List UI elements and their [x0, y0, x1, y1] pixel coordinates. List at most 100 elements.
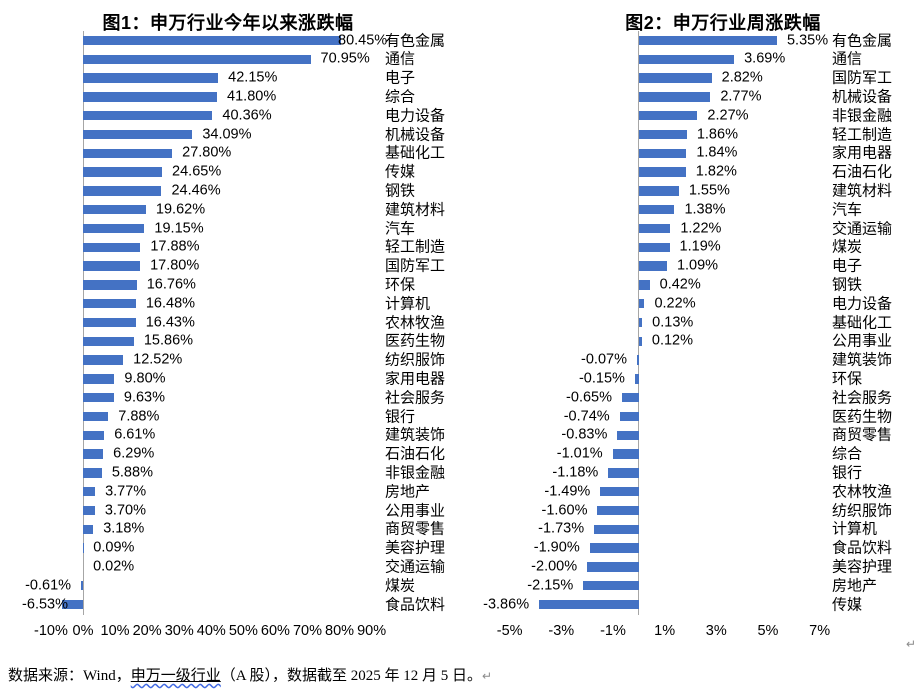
- category-label: 环保: [832, 370, 863, 388]
- bar: [83, 54, 311, 65]
- value-label: 42.15%: [228, 69, 278, 86]
- axis-tick-label: 5%: [757, 623, 779, 639]
- category-label: 医药生物: [385, 332, 446, 350]
- value-label: 0.09%: [93, 539, 135, 556]
- bar: [83, 336, 134, 347]
- bar: [634, 374, 639, 384]
- value-label: 5.35%: [786, 32, 829, 48]
- value-label: 0.12%: [651, 332, 694, 349]
- value-label: 24.65%: [172, 163, 222, 180]
- value-label: -1.49%: [544, 483, 591, 500]
- bar: [638, 242, 670, 253]
- axis-tick-label: 70%: [292, 623, 322, 639]
- bar: [600, 486, 639, 497]
- bar: [608, 468, 639, 478]
- axis-tick-label: 20%: [132, 623, 162, 639]
- axis-tick-label: 40%: [196, 623, 226, 639]
- value-label: 2.77%: [720, 88, 762, 105]
- bar: [612, 449, 639, 459]
- category-label: 交通运输: [385, 558, 446, 576]
- value-label: 1.38%: [684, 201, 726, 218]
- axis-tick-label: -5%: [496, 623, 523, 639]
- category-label: 电力设备: [385, 107, 446, 125]
- value-label: -0.74%: [563, 408, 610, 424]
- value-label: 7.88%: [118, 408, 160, 424]
- axis-tick-label: 90%: [357, 623, 387, 639]
- bar: [83, 355, 124, 365]
- value-label: 0.22%: [654, 295, 696, 312]
- source-note-suffix: （A 股），数据截至 2025 年 12 月 5 日。: [220, 668, 483, 684]
- bar: [83, 317, 136, 328]
- bar: [83, 261, 141, 271]
- source-link-text: 申万一级行业: [130, 668, 221, 684]
- category-label: 计算机: [832, 520, 878, 538]
- bar: [638, 129, 687, 140]
- bar: [638, 167, 686, 177]
- category-label: 非银金融: [832, 107, 893, 125]
- axis-tick-label: 7%: [809, 623, 831, 639]
- value-label: 16.48%: [145, 295, 196, 312]
- bar: [83, 204, 146, 215]
- source-link[interactable]: 申万一级行业: [131, 668, 221, 684]
- value-label: 9.63%: [123, 389, 165, 406]
- bar: [638, 92, 711, 102]
- bar: [83, 242, 141, 253]
- category-label: 有色金属: [832, 32, 893, 49]
- value-label: 2.82%: [721, 69, 763, 86]
- category-label: 汽车: [832, 201, 863, 219]
- category-label: 煤炭: [385, 577, 416, 595]
- category-label: 基础化工: [385, 144, 446, 162]
- category-label: 石油石化: [385, 445, 446, 463]
- axis-tick-label: -10%: [33, 623, 68, 639]
- category-label: 国防军工: [832, 69, 893, 87]
- category-label: 公用事业: [385, 502, 446, 519]
- paragraph-mark: ↵: [906, 637, 917, 651]
- value-label: 9.80%: [124, 370, 166, 387]
- value-label: 16.43%: [145, 314, 195, 330]
- bar: [83, 167, 163, 177]
- axis-tick-label: 10%: [100, 623, 130, 639]
- value-label: -0.83%: [561, 426, 608, 443]
- bar: [619, 411, 639, 422]
- bar: [638, 35, 777, 46]
- weekly-change-chart: 图2：申万行业周涨跌幅 5.35% 有色金属 3.69% 通信 2.82% 国防军工 2.7…: [462, 0, 923, 655]
- source-note-prefix: 数据来源：Wind，: [8, 668, 131, 684]
- value-label: 1.09%: [676, 257, 719, 274]
- category-label: 综合: [385, 88, 416, 106]
- value-label: -0.07%: [581, 351, 627, 368]
- category-label: 钢铁: [385, 182, 416, 200]
- category-label: 通信: [832, 50, 863, 68]
- category-label: 农林牧渔: [832, 483, 893, 501]
- value-label: -1.60%: [541, 502, 588, 518]
- category-label: 石油石化: [832, 163, 893, 181]
- bar: [617, 430, 639, 441]
- bar: [638, 54, 735, 65]
- category-label: 传媒: [385, 163, 416, 181]
- category-label: 社会服务: [385, 389, 446, 407]
- category-label: 电力设备: [832, 295, 893, 313]
- value-label: 0.02%: [93, 558, 135, 575]
- category-label: 基础化工: [832, 314, 893, 331]
- bar: [83, 280, 137, 290]
- category-label: 机械设备: [832, 88, 893, 106]
- plot-area: 5.35% 有色金属 3.69% 通信 2.82% 国防军工 2.77% 机械设备 2.27% 非…: [462, 0, 923, 655]
- plot-area: 80.45% 有色金属 70.95% 通信 42.15% 电子 41.80% 综合 40.36%…: [0, 0, 462, 655]
- category-label: 轻工制造: [832, 126, 893, 143]
- chart-title: 图1：申万行业今年以来涨跌幅: [102, 13, 354, 33]
- value-label: 16.76%: [146, 276, 196, 293]
- bar: [83, 92, 218, 102]
- value-label: -6.53%: [22, 596, 68, 612]
- category-label: 家用电器: [832, 144, 893, 162]
- bar: [539, 599, 639, 610]
- axis-tick-label: 50%: [228, 623, 258, 639]
- category-label: 银行: [832, 464, 863, 482]
- bar: [81, 580, 83, 591]
- bar: [638, 298, 645, 309]
- value-label: 1.86%: [696, 126, 738, 142]
- value-label: 3.69%: [744, 50, 786, 67]
- category-label: 钢铁: [832, 276, 863, 294]
- category-label: 综合: [832, 445, 863, 463]
- value-label: 27.80%: [182, 144, 232, 161]
- ytd-change-chart: 图1：申万行业今年以来涨跌幅 80.45% 有色金属 70.95% 通信 42.15% 电…: [0, 0, 462, 655]
- value-label: -0.61%: [25, 577, 72, 594]
